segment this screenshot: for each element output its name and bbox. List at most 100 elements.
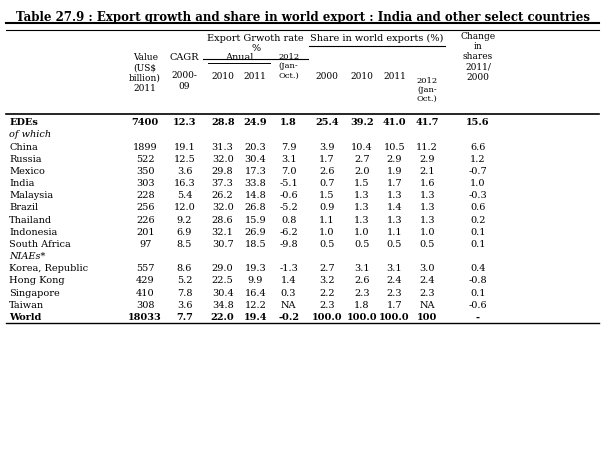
Text: Value
(US$
billion)
2011: Value (US$ billion) 2011 <box>129 53 161 93</box>
Text: India: India <box>9 179 34 188</box>
Text: 0.7: 0.7 <box>319 179 335 188</box>
Text: 2.7: 2.7 <box>354 155 370 164</box>
Text: -9.8: -9.8 <box>280 240 298 249</box>
Text: 16.3: 16.3 <box>174 179 195 188</box>
Text: 2.2: 2.2 <box>319 289 335 298</box>
Text: 41.7: 41.7 <box>416 118 439 127</box>
Text: Indonesia: Indonesia <box>9 228 57 237</box>
Text: 3.6: 3.6 <box>177 167 192 176</box>
Text: 30.4: 30.4 <box>212 289 234 298</box>
Text: 7.0: 7.0 <box>281 167 296 176</box>
Text: 2.4: 2.4 <box>419 276 435 285</box>
Text: 17.3: 17.3 <box>244 167 266 176</box>
Text: 8.5: 8.5 <box>177 240 192 249</box>
Text: 2.4: 2.4 <box>387 276 402 285</box>
Text: 2.9: 2.9 <box>387 155 402 164</box>
Text: Russia: Russia <box>9 155 42 164</box>
Text: 2.6: 2.6 <box>354 276 370 285</box>
Text: -1.3: -1.3 <box>279 264 298 273</box>
Text: 26.9: 26.9 <box>244 228 266 237</box>
Text: 410: 410 <box>136 289 154 298</box>
Text: Malaysia: Malaysia <box>9 191 53 200</box>
Text: Share in world exports (%): Share in world exports (%) <box>310 34 443 43</box>
Text: 7.9: 7.9 <box>281 143 296 152</box>
Text: 29.0: 29.0 <box>212 264 234 273</box>
Text: 7.8: 7.8 <box>177 289 192 298</box>
Text: 24.9: 24.9 <box>243 118 267 127</box>
Text: 2011: 2011 <box>383 72 406 81</box>
Text: 1.3: 1.3 <box>419 216 435 225</box>
Text: 1.9: 1.9 <box>387 167 402 176</box>
Text: 10.5: 10.5 <box>384 143 405 152</box>
Text: 2012
(Jan-
Oct.): 2012 (Jan- Oct.) <box>278 53 299 80</box>
Text: 1.1: 1.1 <box>319 216 335 225</box>
Text: 1.3: 1.3 <box>419 203 435 212</box>
Text: -0.6: -0.6 <box>469 301 487 310</box>
Text: 2011: 2011 <box>244 72 267 81</box>
Text: 303: 303 <box>136 179 154 188</box>
Text: 22.5: 22.5 <box>212 276 234 285</box>
Text: -: - <box>476 313 480 322</box>
Text: 15.9: 15.9 <box>244 216 266 225</box>
Text: 10.4: 10.4 <box>351 143 373 152</box>
Text: 3.9: 3.9 <box>319 143 335 152</box>
Text: 308: 308 <box>136 301 154 310</box>
Text: 100: 100 <box>417 313 437 322</box>
Text: 2010: 2010 <box>211 72 234 81</box>
Text: 1.5: 1.5 <box>354 179 370 188</box>
Text: 0.3: 0.3 <box>281 289 296 298</box>
Text: 3.1: 3.1 <box>354 264 370 273</box>
Text: 8.6: 8.6 <box>177 264 192 273</box>
Text: Singapore: Singapore <box>9 289 60 298</box>
Text: 201: 201 <box>136 228 154 237</box>
Text: 1.3: 1.3 <box>354 191 370 200</box>
Text: 34.8: 34.8 <box>212 301 234 310</box>
Text: 0.6: 0.6 <box>470 203 486 212</box>
Text: 18.5: 18.5 <box>244 240 266 249</box>
Text: 3.1: 3.1 <box>281 155 296 164</box>
Text: 1.7: 1.7 <box>387 179 402 188</box>
Text: 9.9: 9.9 <box>247 276 263 285</box>
Text: 32.0: 32.0 <box>212 155 234 164</box>
Text: 100.0: 100.0 <box>379 313 410 322</box>
Text: Anual: Anual <box>225 53 253 62</box>
Text: 0.5: 0.5 <box>354 240 370 249</box>
Text: 2.1: 2.1 <box>419 167 435 176</box>
Text: 20.3: 20.3 <box>244 143 266 152</box>
Text: 26.8: 26.8 <box>244 203 266 212</box>
Text: 1.4: 1.4 <box>387 203 402 212</box>
Text: -0.7: -0.7 <box>469 167 487 176</box>
Text: 2000-
09: 2000- 09 <box>172 71 197 91</box>
Text: World: World <box>9 313 42 322</box>
Text: 16.4: 16.4 <box>244 289 266 298</box>
Text: -5.2: -5.2 <box>280 203 298 212</box>
Text: 14.8: 14.8 <box>244 191 266 200</box>
Text: Thailand: Thailand <box>9 216 52 225</box>
Text: 97: 97 <box>139 240 151 249</box>
Text: 33.8: 33.8 <box>244 179 266 188</box>
Text: 1.0: 1.0 <box>470 179 486 188</box>
Text: CAGR: CAGR <box>170 53 199 62</box>
Text: of which: of which <box>9 130 51 139</box>
Text: 1.5: 1.5 <box>319 191 335 200</box>
Text: -6.2: -6.2 <box>280 228 298 237</box>
Text: 429: 429 <box>136 276 154 285</box>
Text: 0.1: 0.1 <box>470 240 486 249</box>
Text: 1.6: 1.6 <box>419 179 435 188</box>
Text: 350: 350 <box>136 167 154 176</box>
Text: 1.4: 1.4 <box>281 276 296 285</box>
Text: 0.8: 0.8 <box>281 216 296 225</box>
Text: 0.4: 0.4 <box>470 264 486 273</box>
Text: 1.0: 1.0 <box>354 228 370 237</box>
Text: 41.0: 41.0 <box>382 118 407 127</box>
Text: 25.4: 25.4 <box>315 118 339 127</box>
Text: 1899: 1899 <box>133 143 157 152</box>
Text: 100.0: 100.0 <box>312 313 342 322</box>
Text: Table 27.9 : Export growth and share in world export : India and other select co: Table 27.9 : Export growth and share in … <box>16 11 589 24</box>
Text: 1.3: 1.3 <box>387 216 402 225</box>
Text: 1.2: 1.2 <box>470 155 486 164</box>
Text: 2010: 2010 <box>350 72 373 81</box>
Text: 1.8: 1.8 <box>354 301 370 310</box>
Text: 1.3: 1.3 <box>387 191 402 200</box>
Text: 226: 226 <box>136 216 154 225</box>
